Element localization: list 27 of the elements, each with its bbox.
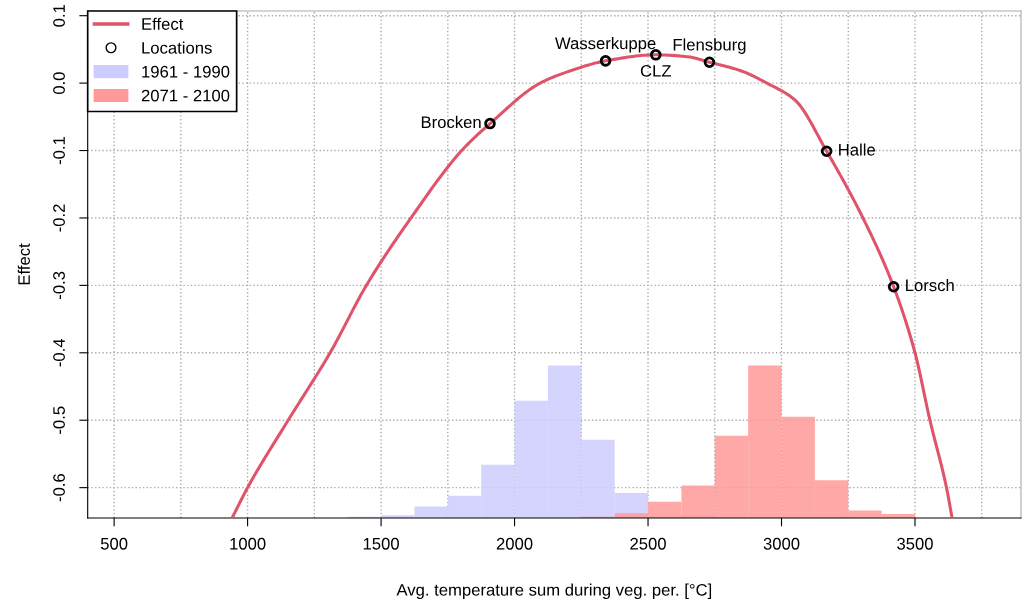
x-tick-label: 1000 — [230, 537, 266, 550]
x-tick-label: 3000 — [763, 537, 800, 550]
x-axis-title: Avg. temperature sum during veg. per. [°C] — [396, 583, 712, 600]
legend-label: Locations — [142, 41, 212, 54]
y-tick-label: 0.1 — [53, 4, 65, 27]
legend-label: Effect — [142, 17, 184, 30]
x-tick-label: 2000 — [496, 537, 533, 550]
annotation: Wasserkuppe — [555, 37, 656, 53]
x-tick-label: 2500 — [630, 537, 666, 550]
legend-label: 1961 - 1990 — [142, 65, 230, 78]
y-tick-label: -0.5 — [53, 406, 65, 434]
y-tick-label: -0.4 — [53, 338, 65, 367]
y-tick-label: -0.6 — [53, 474, 65, 502]
annotation: Lorsch — [906, 278, 954, 292]
legend-label: 2071 - 2100 — [141, 89, 230, 102]
x-tick-label: 3500 — [897, 537, 933, 550]
annotation: Brocken — [421, 115, 481, 129]
annotation: Halle — [839, 143, 875, 156]
y-axis-title: Effect — [17, 243, 30, 285]
y-tick-label: -0.1 — [53, 136, 65, 165]
y-tick-label: -0.3 — [53, 271, 65, 299]
y-tick-label: -0.2 — [53, 204, 65, 232]
annotation: Flensburg — [673, 38, 746, 54]
x-tick-label: 1500 — [363, 537, 399, 550]
annotation: CLZ — [640, 64, 671, 77]
x-tick-label: 500 — [100, 537, 128, 550]
y-tick-label: 0.0 — [53, 72, 65, 95]
